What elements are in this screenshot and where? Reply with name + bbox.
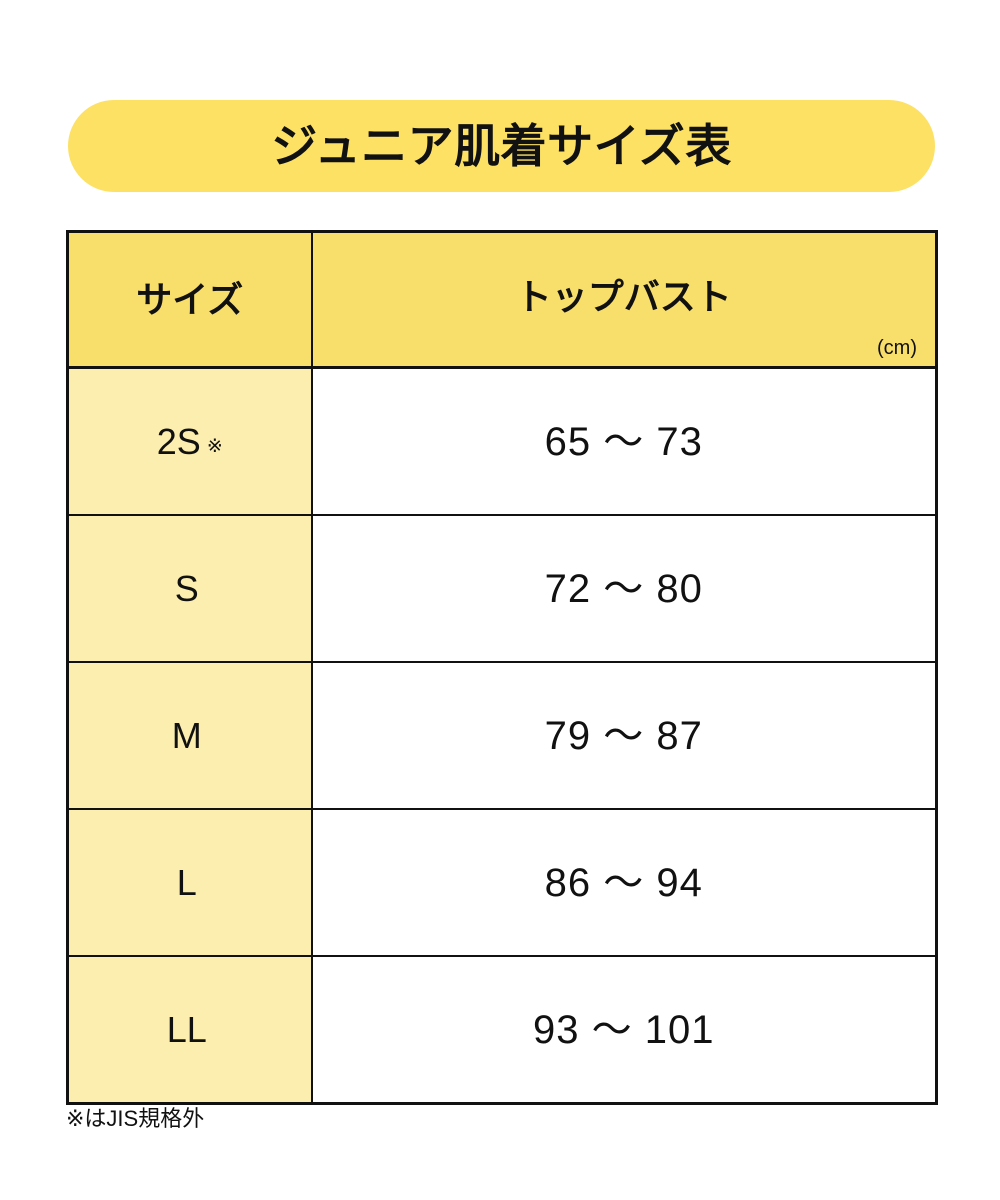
column-header-bust-label: トップバスト	[515, 275, 732, 317]
column-header-unit-label: (cm)	[877, 337, 917, 359]
cell-size: M	[66, 661, 313, 810]
table-row: 2S ※ 65 〜 73	[66, 366, 938, 516]
cell-size: 2S ※	[66, 366, 313, 516]
cell-bust: 86 〜 94	[310, 808, 938, 957]
cell-size: S	[66, 514, 313, 663]
table-header-row: サイズ トップバスト (cm)	[66, 230, 938, 369]
page-title: ジュニア肌着サイズ表	[271, 120, 732, 172]
jis-reference-mark: ※	[206, 435, 223, 457]
page-title-banner: ジュニア肌着サイズ表	[68, 100, 935, 192]
column-header-bust: トップバスト (cm)	[310, 230, 938, 369]
footnote: ※はJIS規格外	[66, 1106, 205, 1131]
size-value: M	[171, 714, 202, 756]
size-value: S	[174, 567, 199, 609]
cell-bust: 79 〜 87	[310, 661, 938, 810]
column-header-size-label: サイズ	[136, 278, 244, 320]
table-body: 2S ※ 65 〜 73 S 72 〜 80 M 79 〜 87 L 86 〜 9…	[66, 366, 938, 1105]
table-row: LL 93 〜 101	[66, 955, 938, 1105]
column-header-size: サイズ	[66, 230, 313, 369]
cell-bust: 93 〜 101	[310, 955, 938, 1105]
table-row: M 79 〜 87	[66, 661, 938, 810]
cell-bust: 72 〜 80	[310, 514, 938, 663]
size-value: L	[176, 861, 197, 903]
table-row: S 72 〜 80	[66, 514, 938, 663]
cell-bust: 65 〜 73	[310, 366, 938, 516]
cell-size: LL	[66, 955, 313, 1105]
cell-size: L	[66, 808, 313, 957]
table-row: L 86 〜 94	[66, 808, 938, 957]
size-table: サイズ トップバスト (cm) 2S ※ 65 〜 73 S 72 〜 80 M …	[66, 230, 938, 1105]
size-value: LL	[166, 1008, 207, 1050]
size-value: 2S	[156, 420, 201, 462]
